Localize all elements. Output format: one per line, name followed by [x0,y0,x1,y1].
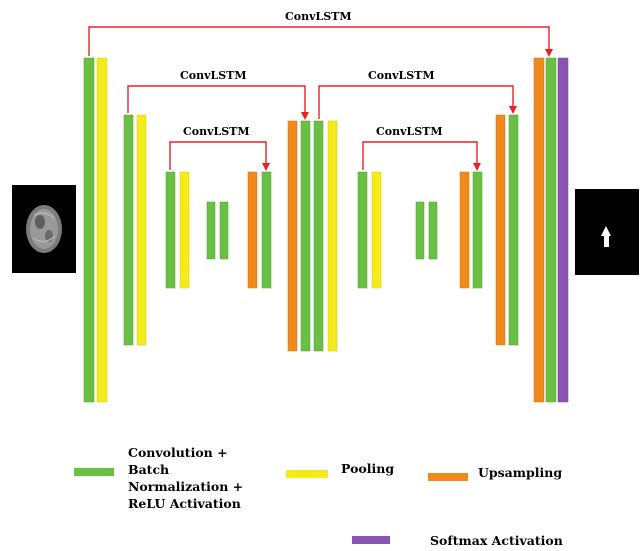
bottleneck-block-2 [415,201,438,260]
legend-swatch-softmax [352,536,390,544]
skip-label-right-3: ConvLSTM [376,125,443,138]
decoder-level-2 [495,114,519,346]
decoder-level-3-first [247,171,272,289]
encoder-level-1 [83,57,108,403]
legend-label-softmax: Softmax Activation [430,533,563,548]
legend-swatch-pooling [286,470,328,478]
encoder-level-3 [165,171,190,289]
skip-label-left-3: ConvLSTM [183,125,250,138]
skip-label-top: ConvLSTM [285,10,352,23]
legend-label-pooling: Pooling [341,461,395,476]
skip-connections [88,26,553,171]
softmax-block [557,57,569,403]
skip-label-left-2: ConvLSTM [180,69,247,82]
output-segmentation-mask [575,189,639,275]
legend-label-convolution: Convolution + Batch Normalization + ReLU… [128,445,244,511]
skip-connection-left-3 [169,141,270,171]
decoder-level-3-second [459,171,483,289]
legend-label-upsampling: Upsampling [478,465,563,480]
decoder-level-1 [533,57,569,403]
middle-junction-block [287,120,338,352]
input-mri-image [12,185,76,273]
encoder-level-2 [123,114,147,346]
skip-connection-left-2 [127,85,309,120]
skip-label-right-2: ConvLSTM [368,69,435,82]
skip-connection-right-3 [362,141,481,171]
skip-connection-right-2 [318,85,517,119]
encoder-level-3-second [357,171,382,289]
skip-connection-top [88,26,553,57]
legend-swatch-convolution [74,468,114,476]
legend-swatch-upsampling [428,473,468,481]
bottleneck-block-1 [206,201,229,260]
